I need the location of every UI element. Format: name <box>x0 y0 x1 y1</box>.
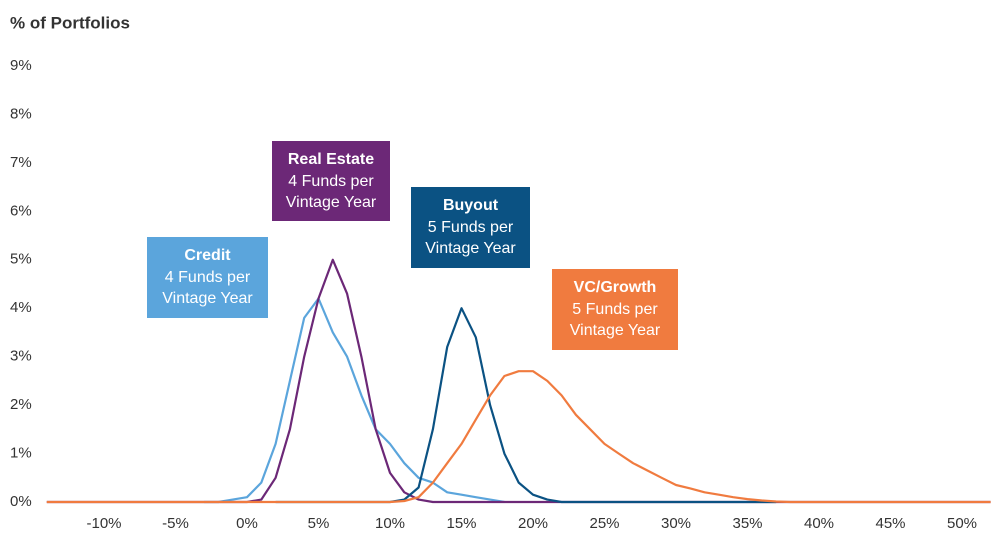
y-tick-label: 1% <box>10 445 32 462</box>
y-tick-label: 5% <box>10 251 32 268</box>
y-tick-label: 3% <box>10 348 32 365</box>
x-tick-label: 45% <box>875 515 905 532</box>
annotation-title: Real Estate <box>288 151 374 168</box>
x-tick-label: -10% <box>86 515 121 532</box>
annotation-title: Buyout <box>443 197 499 214</box>
series-line <box>275 307 777 504</box>
annotation-text: 5 Funds per <box>572 301 658 318</box>
x-tick-label: 50% <box>947 515 977 532</box>
x-tick-label: 25% <box>589 515 619 532</box>
annotation-text: 5 Funds per <box>428 219 514 236</box>
x-tick-label: 0% <box>236 515 258 532</box>
annotation-box <box>147 237 268 318</box>
x-tick-label: 40% <box>804 515 834 532</box>
annotation-box <box>552 269 678 350</box>
y-tick-label: 4% <box>10 299 32 316</box>
y-tick-label: 2% <box>10 396 32 413</box>
annotation-title: VC/Growth <box>574 279 657 296</box>
series-line <box>46 370 991 504</box>
annotation: VC/Growth 5 Funds per Vintage Year <box>552 269 678 350</box>
annotation-text: 4 Funds per <box>288 173 374 190</box>
x-tick-label: 20% <box>518 515 548 532</box>
y-tick-label: 8% <box>10 105 32 122</box>
annotation-text: Vintage Year <box>570 322 661 339</box>
x-tick-label: 30% <box>661 515 691 532</box>
annotation-title: Credit <box>184 247 231 264</box>
x-tick-label: 10% <box>375 515 405 532</box>
y-tick-label: 9% <box>10 57 32 74</box>
annotation: Buyout 5 Funds per Vintage Year <box>411 187 530 268</box>
annotation-text: Vintage Year <box>162 290 253 307</box>
x-tick-label: 35% <box>732 515 762 532</box>
annotation-text: Vintage Year <box>286 194 377 211</box>
y-axis-title: % of Portfolios <box>10 13 130 32</box>
x-tick-label: 5% <box>308 515 330 532</box>
annotation-box <box>411 187 530 268</box>
annotation-box <box>272 141 390 221</box>
x-tick-label: 15% <box>446 515 476 532</box>
annotation: Credit 4 Funds per Vintage Year <box>147 237 268 318</box>
annotation-text: 4 Funds per <box>165 269 251 286</box>
y-tick-label: 6% <box>10 202 32 219</box>
annotation: Real Estate 4 Funds per Vintage Year <box>272 141 390 221</box>
y-tick-label: 7% <box>10 154 32 171</box>
series-line <box>204 297 505 504</box>
annotation-text: Vintage Year <box>425 240 516 257</box>
y-tick-label: 0% <box>10 493 32 510</box>
x-tick-label: -5% <box>162 515 189 532</box>
